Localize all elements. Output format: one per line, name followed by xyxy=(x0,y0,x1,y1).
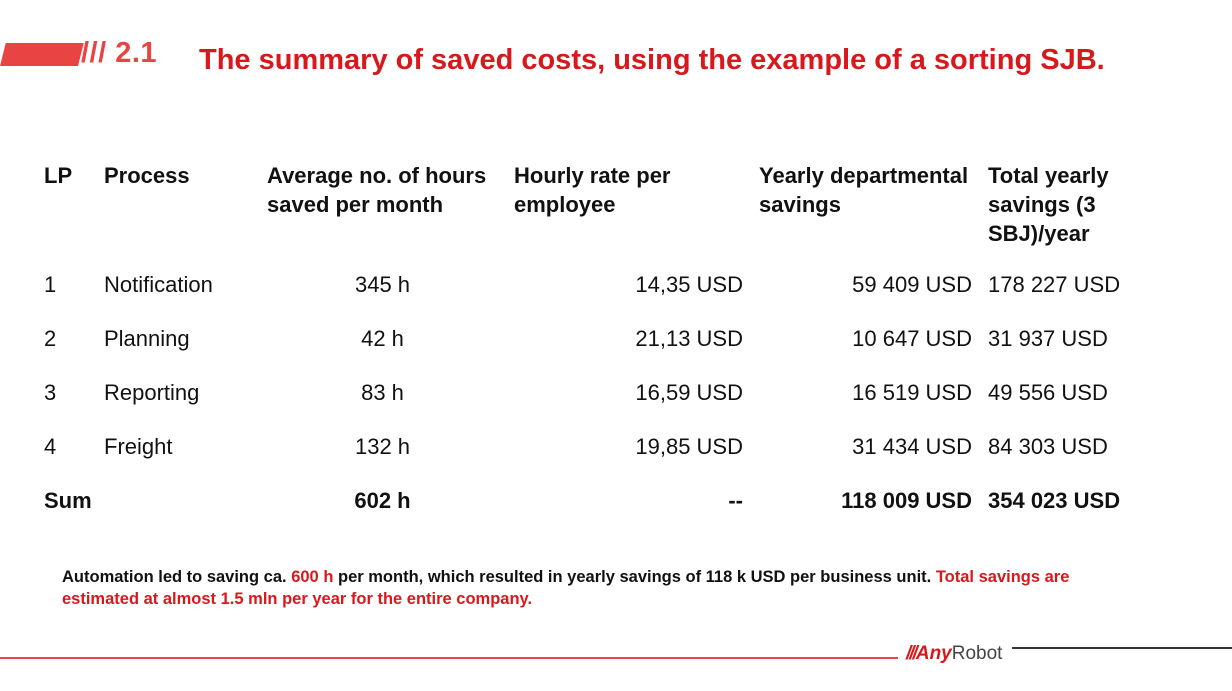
logo-slashes: /// xyxy=(906,643,918,664)
note-highlight-hours: 600 h xyxy=(291,568,334,586)
cell-hours: 345 h xyxy=(354,272,411,297)
cell-dept-savings: 59 409 USD xyxy=(852,272,972,297)
cell-rate: 14,35 USD xyxy=(635,272,743,297)
column-header-hourly-rate: Hourly rate per employee xyxy=(514,163,671,217)
cell-process: Notification xyxy=(104,272,213,297)
column-header-departmental-savings: Yearly departmental savings xyxy=(759,163,969,217)
note-text-1: Automation led to saving ca. xyxy=(62,568,292,586)
table-row: 2 Planning 42 h 21,13 USD 10 647 USD 31 … xyxy=(36,312,1176,366)
cell-total-savings: 84 303 USD xyxy=(988,434,1108,459)
anyrobot-logo: ///AnyRobot xyxy=(906,643,1002,665)
table-row: 3 Reporting 83 h 16,59 USD 16 519 USD 49… xyxy=(36,366,1176,420)
savings-table: LP Process Average no. of hours saved pe… xyxy=(36,155,1176,528)
table-row: 1 Notification 345 h 14,35 USD 59 409 US… xyxy=(36,258,1176,312)
summary-note: Automation led to saving ca. 600 h per m… xyxy=(62,566,1142,610)
cell-process: Planning xyxy=(104,326,190,351)
sum-rate: -- xyxy=(728,488,743,513)
sum-total-savings: 354 023 USD xyxy=(988,488,1121,513)
column-header-hours-saved: Average no. of hours saved per month xyxy=(267,163,487,217)
column-header-process: Process xyxy=(104,163,190,188)
note-highlight-total: Total savings are estimated at almost 1.… xyxy=(62,568,1070,608)
logo-any: Any xyxy=(915,643,952,664)
cell-lp: 3 xyxy=(44,380,57,405)
table-row: 4 Freight 132 h 19,85 USD 31 434 USD 84 … xyxy=(36,420,1176,474)
cell-hours: 42 h xyxy=(361,326,404,351)
cell-rate: 21,13 USD xyxy=(635,326,743,351)
cell-lp: 1 xyxy=(44,272,57,297)
cell-dept-savings: 10 647 USD xyxy=(852,326,972,351)
cell-hours: 83 h xyxy=(361,380,404,405)
footer-divider-left xyxy=(0,657,898,659)
sum-dept-savings: 118 009 USD xyxy=(841,488,972,513)
sum-row: Sum 602 h -- 118 009 USD 354 023 USD xyxy=(36,474,1176,528)
cell-total-savings: 178 227 USD xyxy=(988,272,1121,297)
note-text-2: per month, which resulted in yearly savi… xyxy=(333,568,936,586)
slide-title: The summary of saved costs, using the ex… xyxy=(199,44,1105,76)
table-header-row: LP Process Average no. of hours saved pe… xyxy=(36,155,1176,258)
cell-rate: 19,85 USD xyxy=(635,434,743,459)
column-header-lp: LP xyxy=(44,163,73,188)
cell-total-savings: 31 937 USD xyxy=(988,326,1108,351)
cell-process: Freight xyxy=(104,434,173,459)
cell-dept-savings: 16 519 USD xyxy=(852,380,972,405)
logo-robot: Robot xyxy=(951,643,1003,664)
cell-rate: 16,59 USD xyxy=(635,380,743,405)
section-number: /// 2.1 xyxy=(81,37,158,69)
cell-dept-savings: 31 434 USD xyxy=(852,434,972,459)
column-header-total-savings: Total yearly savings (3 SBJ)/year xyxy=(988,163,1109,246)
cell-total-savings: 49 556 USD xyxy=(988,380,1108,405)
cell-process: Reporting xyxy=(104,380,200,405)
footer-divider-right xyxy=(1012,647,1232,649)
cell-lp: 2 xyxy=(44,326,57,351)
cell-lp: 4 xyxy=(44,434,57,459)
sum-hours: 602 h xyxy=(354,488,411,513)
sum-label: Sum xyxy=(44,488,92,513)
cell-hours: 132 h xyxy=(354,434,411,459)
accent-bar xyxy=(0,43,84,66)
